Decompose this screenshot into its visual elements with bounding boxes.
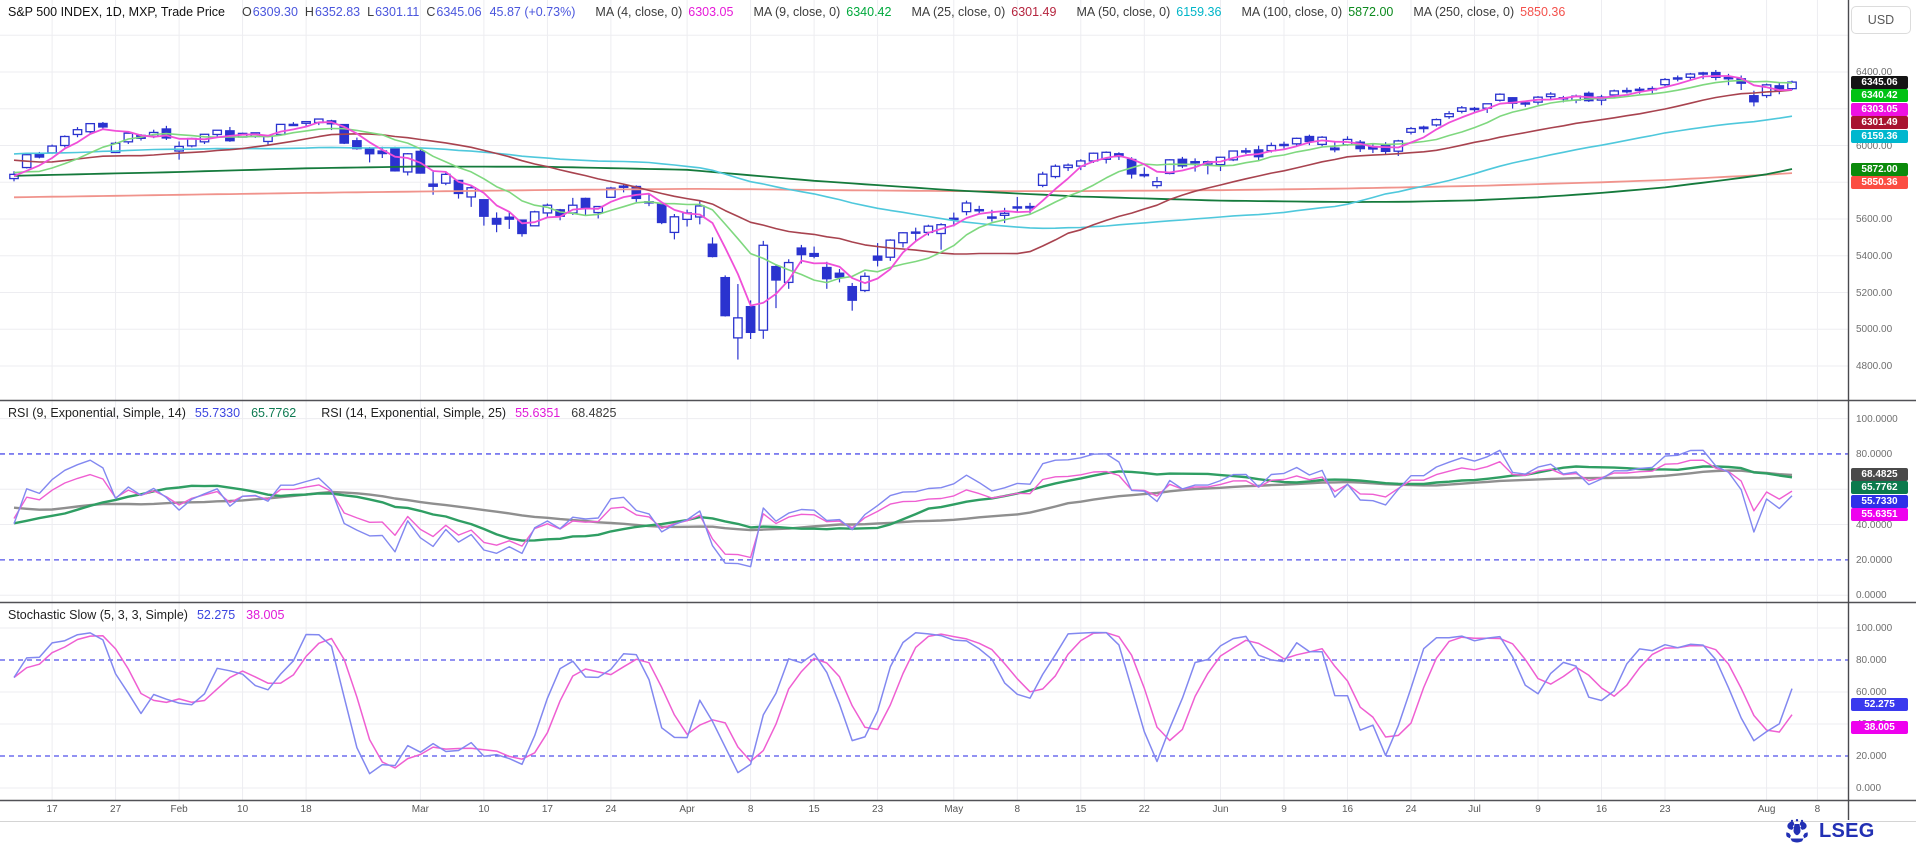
time-axis-label: 17	[541, 804, 553, 815]
rsi-axis-badge: 55.7330	[1851, 494, 1908, 508]
price-tick-label: 5000.00	[1856, 324, 1893, 336]
time-axis-label: Apr	[679, 804, 695, 815]
price-tick-label: 4800.00	[1856, 361, 1893, 372]
lseg-logo-text: LSEG	[1819, 820, 1875, 842]
rsi-axis-badge: 68.4825	[1851, 467, 1908, 481]
ohlc-key: C	[426, 5, 436, 19]
price-tick-label: 5200.00	[1856, 287, 1893, 299]
time-axis-label: May	[944, 804, 964, 815]
ma-legend-value: 5850.36	[1520, 5, 1566, 19]
time-axis-label: Jul	[1468, 804, 1481, 815]
price-axis-badge: 6345.06	[1851, 75, 1908, 89]
rsi1-label: RSI (9, Exponential, Simple, 14)	[8, 406, 186, 420]
ma-legend-value: 6303.05	[688, 5, 734, 19]
stochastic-legend: Stochastic Slow (5, 3, 3, Simple) 52.275 3…	[8, 608, 295, 622]
price-axis-badge: 6159.36	[1851, 129, 1908, 143]
time-axis-label: 16	[1341, 804, 1354, 815]
stoch-tick-label: 80.000	[1856, 655, 1887, 666]
time-axis-label: 15	[808, 804, 820, 815]
time-axis-label: 10	[237, 804, 249, 815]
price-axis-badge: 6340.42	[1851, 89, 1908, 103]
stoch-tick-label: 60.000	[1856, 687, 1887, 698]
pane-resize-handle[interactable]	[0, 600, 1916, 605]
change-value: 45.87 (+0.73%)	[489, 5, 576, 19]
time-axis-label: 8	[1814, 804, 1821, 815]
ohlc-key: H	[304, 5, 314, 19]
ma-legend-value: 5872.00	[1348, 5, 1394, 19]
stoch-label: Stochastic Slow (5, 3, 3, Simple)	[8, 608, 188, 622]
price-axis-badge: 6301.49	[1851, 116, 1908, 130]
price-tick-label: 6400.00	[1856, 67, 1893, 78]
time-axis-label: 8	[1014, 804, 1021, 815]
time-axis-label: 10	[478, 804, 490, 815]
ma-legend-label: MA (4, close, 0)	[595, 5, 683, 19]
time-axis-label: 15	[1075, 804, 1087, 815]
time-axis-label: Aug	[1757, 804, 1776, 815]
ma-legend-value: 6301.49	[1011, 5, 1057, 19]
price-tick-label: 6000.00	[1856, 140, 1893, 152]
ma-legend-label: MA (100, close, 0)	[1241, 5, 1343, 19]
ma-legend-value: 6159.36	[1176, 5, 1222, 19]
rsi-axis-badge: 55.6351	[1851, 508, 1908, 522]
time-axis-label: 23	[1659, 804, 1671, 815]
ma-legend-label: MA (25, close, 0)	[911, 5, 1006, 19]
ohlc-value: 6352.83	[314, 5, 361, 19]
time-axis-label: 18	[300, 804, 312, 815]
price-tick-label: 5400.00	[1856, 250, 1893, 262]
rsi2-ma-value: 68.4825	[571, 406, 617, 420]
price-axis-badge: 5850.36	[1851, 176, 1908, 190]
ohlc-value: 6309.30	[252, 5, 298, 19]
lseg-crest-icon	[1786, 819, 1808, 843]
time-axis-label: 23	[872, 804, 884, 815]
rsi-tick-label: 0.0000	[1856, 590, 1887, 602]
price-axis-badge: 6303.05	[1851, 102, 1908, 116]
rsi-axis-badge: 65.7762	[1851, 481, 1908, 495]
time-axis-label: Feb	[170, 804, 188, 815]
rsi1-value: 55.7330	[194, 406, 241, 420]
rsi-tick-label: 20.0000	[1856, 554, 1893, 566]
time-axis-label: 17	[46, 804, 58, 815]
time-axis-label: 9	[1281, 804, 1287, 815]
time-axis-label: 9	[1535, 804, 1541, 815]
stoch-axis-badge: 52.275	[1851, 697, 1908, 711]
rsi-tick-label: 100.0000	[1856, 413, 1898, 425]
ohlc-value: 6301.11	[375, 5, 420, 19]
rsi1-ma-value: 65.7762	[251, 406, 297, 420]
lseg-logo: LSEG	[1782, 819, 1875, 844]
stoch-d-value: 38.005	[246, 608, 285, 622]
ohlc-key: L	[367, 5, 375, 19]
main-chart-legend: S&P 500 INDEX, 1D, MXP, Trade Price O6309…	[8, 5, 1565, 19]
ohlc-key: O	[242, 5, 252, 19]
symbol-title: S&P 500 INDEX, 1D, MXP, Trade Price	[8, 5, 225, 19]
time-axis-label: Jun	[1212, 804, 1229, 815]
price-tick-label: 5600.00	[1856, 214, 1893, 225]
time-axis-label: Mar	[411, 804, 430, 815]
stoch-tick-label: 100.000	[1856, 623, 1893, 634]
time-axis-label: 24	[1405, 804, 1417, 815]
price-axis-badge: 5872.00	[1851, 162, 1908, 176]
rsi-tick-label: 40.0000	[1856, 519, 1893, 531]
rsi-tick-label: 80.0000	[1856, 448, 1893, 460]
ma-legend-label: MA (9, close, 0)	[753, 5, 841, 19]
ma-legend-value: 6340.42	[846, 5, 892, 19]
rsi2-label: RSI (14, Exponential, Simple, 25)	[321, 406, 507, 420]
stoch-k-value: 52.275	[196, 608, 236, 622]
rsi2-value: 55.6351	[515, 406, 561, 420]
rsi-legend: RSI (9, Exponential, Simple, 14) 55.7330 6…	[8, 406, 627, 420]
time-axis-label: 27	[110, 804, 122, 815]
stoch-axis-badge: 38.005	[1851, 720, 1908, 734]
ohlc-value: 6345.06	[436, 5, 482, 19]
time-axis-label: 8	[747, 804, 754, 815]
stoch-tick-label: 20.000	[1856, 751, 1887, 762]
time-axis-label: 16	[1595, 804, 1608, 815]
ma-legend-label: MA (50, close, 0)	[1076, 5, 1171, 19]
time-axis-label: 24	[605, 804, 617, 815]
pane-resize-handle[interactable]	[0, 398, 1916, 403]
time-axis-label: 22	[1138, 804, 1150, 815]
currency-button[interactable]: USD	[1851, 6, 1911, 34]
ma-legend-label: MA (250, close, 0)	[1413, 5, 1515, 19]
stoch-tick-label: 0.000	[1856, 783, 1882, 794]
